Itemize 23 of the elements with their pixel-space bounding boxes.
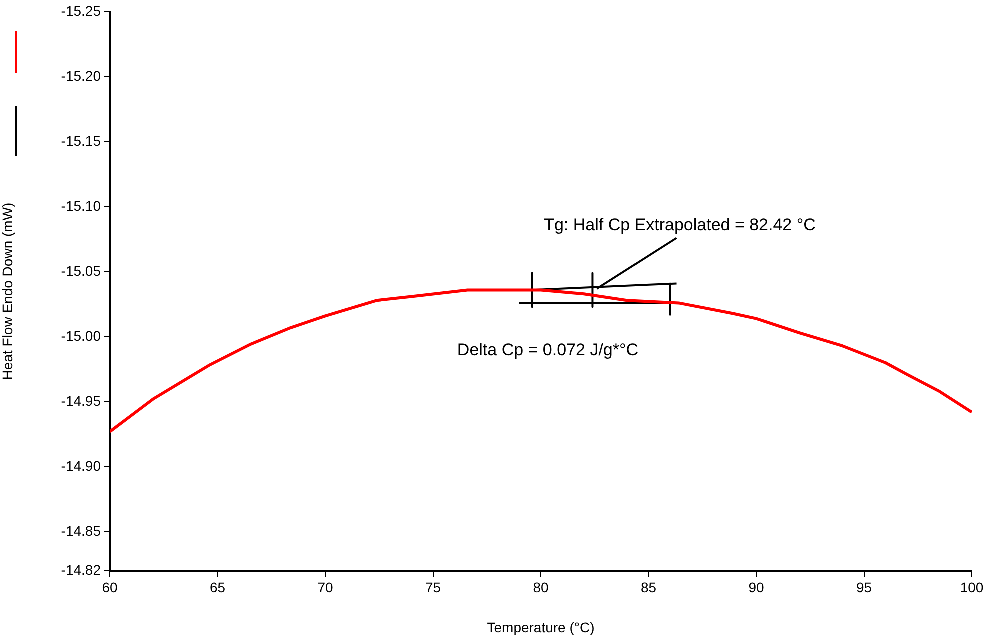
y-tick-label: -15.10	[61, 198, 102, 214]
y-tick-label: -15.20	[61, 68, 102, 84]
x-tick-label: 75	[425, 579, 442, 596]
y-tick-label: -14.90	[61, 458, 102, 474]
y-tick-label: -14.85	[61, 522, 102, 539]
y-tick-label: -15.05	[61, 262, 102, 279]
y-tick-label: -15.25	[61, 2, 102, 19]
y-axis-title: Heat Flow Endo Down (mW)	[0, 202, 16, 380]
y-tick-label: -15.15	[61, 132, 102, 149]
y-tick-label: -15.00	[61, 328, 102, 344]
x-tick-label: 65	[210, 579, 226, 596]
x-tick-label: 80	[533, 579, 549, 596]
x-tick-label: 70	[318, 579, 334, 596]
x-tick-label: 100	[960, 579, 984, 596]
x-axis-title: Temperature (°C)	[487, 619, 595, 636]
x-tick-label: 85	[640, 579, 657, 596]
x-tick-label: 95	[856, 579, 872, 596]
annotation: Delta Cp = 0.072 J/g*°C	[457, 340, 639, 360]
x-tick-label: 90	[748, 579, 764, 596]
annotation: Tg: Half Cp Extrapolated = 82.42 °C	[544, 216, 816, 235]
x-tick-label: 60	[102, 579, 118, 596]
y-tick-label: -14.95	[61, 392, 102, 409]
y-tick-label: -14.82	[61, 562, 102, 578]
